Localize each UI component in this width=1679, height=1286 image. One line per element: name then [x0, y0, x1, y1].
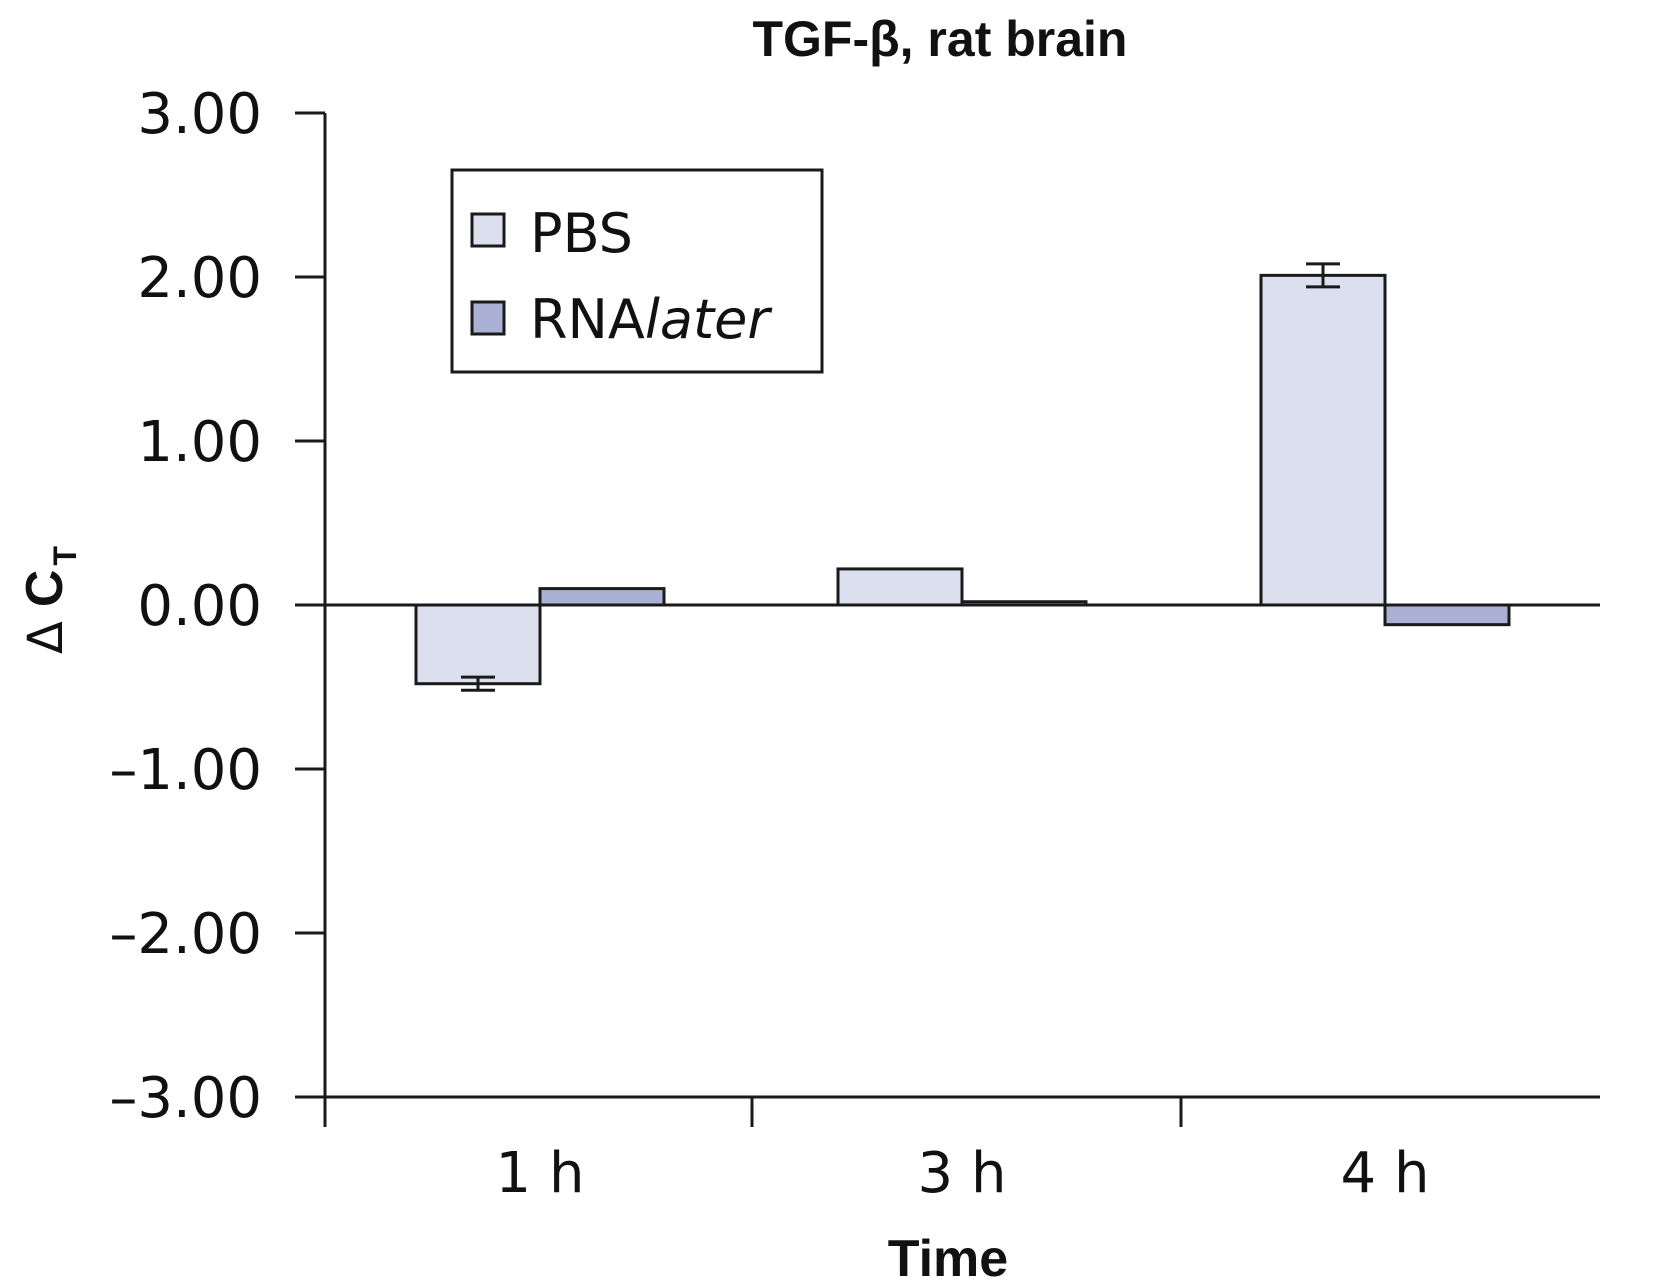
- y-tick-label: 0.00: [137, 574, 262, 639]
- y-tick-label: –1.00: [109, 738, 262, 803]
- legend-box: [450, 168, 824, 374]
- y-axis-title-symbol: Δ: [18, 621, 74, 654]
- svg-text:Δ C T: Δ C T: [16, 546, 83, 654]
- y-tick-label: 1.00: [137, 410, 262, 475]
- bar-pbs-4h: [1259, 273, 1387, 607]
- bar-rnalater-1h: [538, 587, 666, 607]
- legend: PBS RNAlater: [450, 168, 824, 374]
- bar-rnalater-4h: [1383, 603, 1511, 627]
- chart-title: TGF-β, rat brain: [753, 11, 1128, 67]
- error-bars: [461, 262, 1340, 692]
- y-tick-label: 2.00: [137, 246, 262, 311]
- y-axis-title-main: C: [16, 570, 74, 608]
- y-tick-label: –3.00: [109, 1066, 262, 1131]
- y-axis-title: Δ C T: [16, 546, 83, 654]
- y-axis-title-subscript: T: [47, 546, 83, 566]
- x-category-label: 4 h: [1341, 1141, 1430, 1206]
- x-category-labels: 1 h 3 h 4 h: [496, 1141, 1430, 1206]
- x-category-label: 1 h: [496, 1141, 585, 1206]
- bars: [414, 273, 1511, 686]
- legend-label-pbs: PBS: [530, 202, 633, 265]
- legend-swatch-rnalater: [470, 300, 506, 336]
- y-ticks: 3.00 2.00 1.00 0.00 –1.00 –2.00 –3.00: [109, 82, 325, 1131]
- x-axis-title: Time: [888, 1230, 1008, 1286]
- axes: [295, 113, 1600, 1127]
- y-tick-label: 3.00: [137, 82, 262, 147]
- legend-swatch-pbs: [470, 212, 506, 248]
- bar-pbs-1h: [414, 603, 542, 686]
- bar-pbs-3h: [836, 567, 964, 607]
- x-category-label: 3 h: [918, 1141, 1007, 1206]
- legend-label-rnalater: RNAlater: [530, 288, 772, 351]
- y-tick-label: –2.00: [109, 902, 262, 967]
